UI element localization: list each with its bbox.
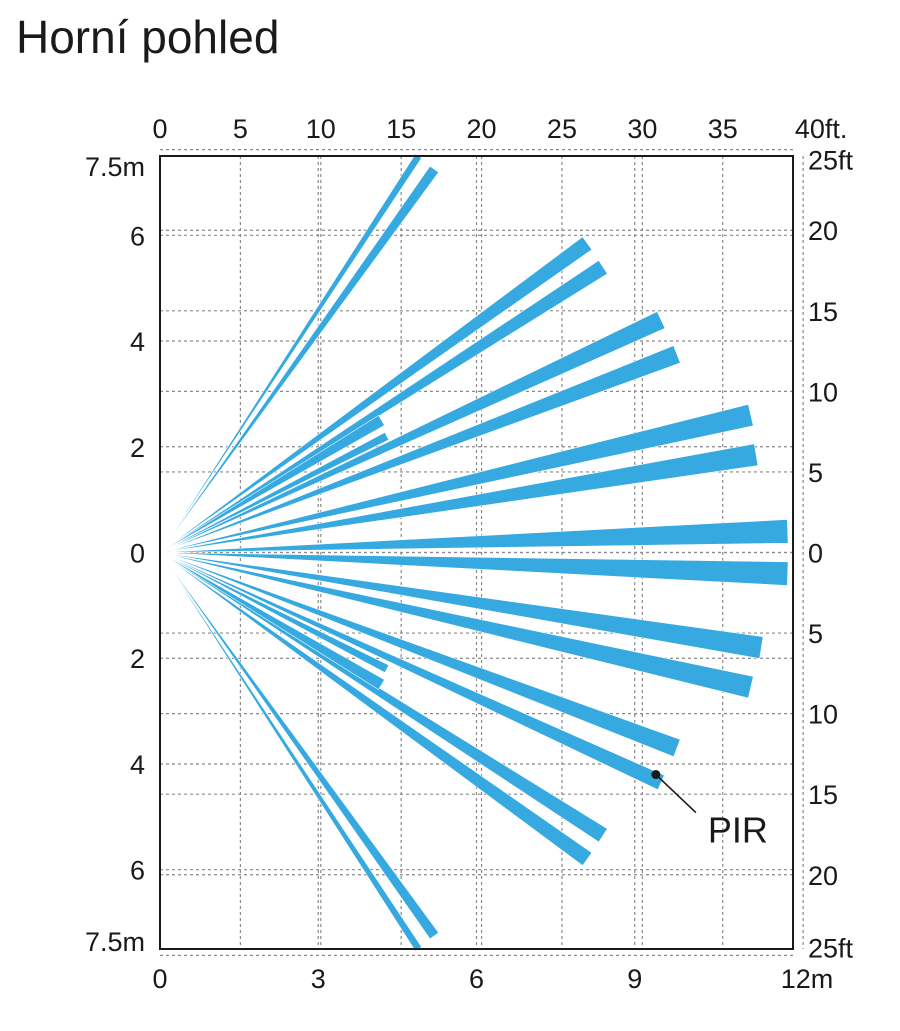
detection-beam <box>159 345 681 553</box>
detection-beam-short <box>159 552 385 691</box>
right-ft-tick-label: 10 <box>808 700 838 730</box>
detection-beam <box>159 311 666 553</box>
detection-beam <box>159 552 764 659</box>
bottom-m-tick-label: 3 <box>311 964 326 994</box>
pir-leader-line <box>655 773 697 814</box>
bottom-m-tick-label: 0 <box>152 964 167 994</box>
top-ft-tick-label: 35 <box>708 114 738 144</box>
left-m-tick-label: 6 <box>130 856 145 886</box>
bottom-m-tick-label: 12m <box>781 964 834 994</box>
left-m-tick-label: 7.5m <box>85 927 145 957</box>
tick-labels: 0 5 10 15 20 25 30 35 40ft.0 3 6 9 12m7.5m64202467.5… <box>85 114 854 994</box>
top-ft-tick-label: 25 <box>547 114 577 144</box>
right-ft-tick-label: 20 <box>808 861 838 891</box>
detection-beam <box>159 552 681 758</box>
detection-beam <box>159 552 593 867</box>
detection-beam <box>159 552 754 699</box>
left-m-tick-label: 2 <box>130 433 145 463</box>
detection-beam <box>159 552 440 940</box>
detection-beam-short <box>159 552 390 674</box>
detection-beam-short <box>159 431 390 553</box>
pir-label: PIR <box>708 810 768 851</box>
left-m-tick-label: 4 <box>130 750 145 780</box>
bottom-m-tick-label: 6 <box>469 964 484 994</box>
detection-beam <box>159 259 608 553</box>
plot-frame <box>159 155 794 950</box>
left-m-tick-label: 0 <box>130 539 145 569</box>
beam-group <box>159 153 789 952</box>
left-m-tick-label: 6 <box>130 221 145 251</box>
right-ft-tick-label: 5 <box>808 458 823 488</box>
page-title: Horní pohled <box>16 11 280 63</box>
right-ft-tick-label: 25ft <box>808 933 854 963</box>
top-ft-tick-label: 20 <box>467 114 497 144</box>
top-ft-tick-label: 0 <box>152 114 167 144</box>
right-ft-tick-label: 15 <box>808 780 838 810</box>
top-ft-tick-label: 5 <box>233 114 248 144</box>
detection-beam <box>159 443 759 553</box>
right-ft-tick-label: 15 <box>808 297 838 327</box>
detection-beam <box>159 552 608 843</box>
right-ft-tick-label: 5 <box>808 619 823 649</box>
pir-annotation: PIR <box>651 770 768 851</box>
right-ft-tick-label: 10 <box>808 377 838 407</box>
top-ft-tick-label: 10 <box>306 114 336 144</box>
top-ft-tick-label: 15 <box>386 114 416 144</box>
bottom-m-tick-label: 9 <box>627 964 642 994</box>
top-ft-tick-label: 30 <box>627 114 657 144</box>
right-ft-tick-label: 0 <box>808 539 823 569</box>
detection-beam-short <box>159 414 385 553</box>
top-ft-tick-label: 40ft. <box>795 114 848 144</box>
detection-beam <box>159 552 789 586</box>
grid-lines <box>160 149 804 956</box>
detection-beam <box>159 552 665 791</box>
detection-beam <box>159 403 754 553</box>
detection-beam <box>159 165 440 553</box>
right-ft-tick-label: 20 <box>808 216 838 246</box>
detection-beam <box>159 519 789 553</box>
left-m-tick-label: 4 <box>130 327 145 357</box>
detection-beam <box>159 236 593 553</box>
pir-dot <box>651 770 661 780</box>
left-m-tick-label: 2 <box>130 644 145 674</box>
right-ft-tick-label: 25ft <box>808 146 854 176</box>
left-m-tick-label: 7.5m <box>85 152 145 182</box>
